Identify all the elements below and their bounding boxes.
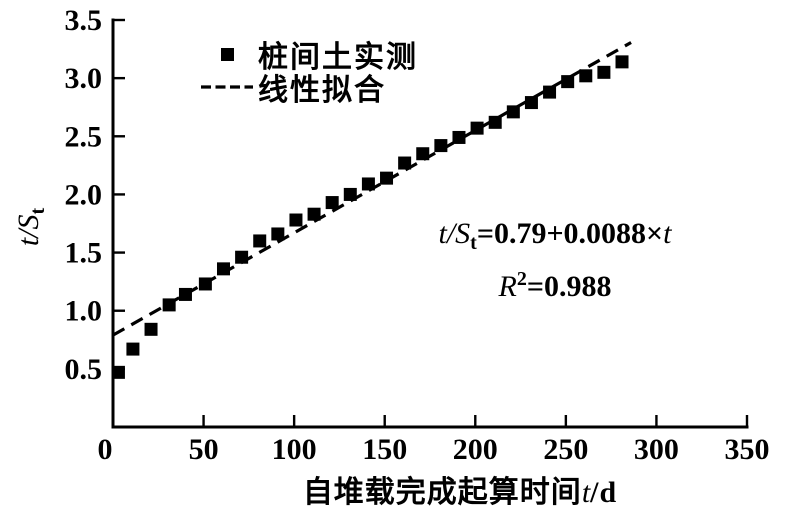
y-tick-label: 1.5 — [65, 237, 103, 270]
data-point — [452, 130, 466, 144]
y-tick-label: 3.5 — [65, 4, 103, 37]
r-exponent: 2 — [516, 268, 527, 290]
equation-subscript: t — [470, 232, 477, 254]
x-axis-title-text: 自堆载完成起算时间 — [302, 476, 582, 509]
data-point — [506, 105, 520, 119]
data-point — [434, 139, 448, 153]
data-point — [111, 365, 125, 379]
y-tick-label: 2.0 — [65, 178, 103, 211]
y-tick-label: 2.5 — [65, 120, 103, 153]
fit-annotation: t/St=0.79+0.0088×t R2=0.988 — [405, 216, 705, 305]
data-point — [198, 277, 212, 291]
data-point — [579, 69, 593, 83]
y-axis-title-subscript: t — [27, 207, 49, 215]
legend-item-measured: 桩间土实测 — [200, 37, 418, 74]
legend-square-marker — [200, 46, 254, 62]
data-point — [144, 322, 158, 336]
r-value: =0.988 — [526, 270, 612, 303]
x-axis-title: 自堆载完成起算时间t/d — [303, 467, 617, 510]
data-point — [470, 121, 484, 135]
y-tick-label: 3.0 — [65, 62, 103, 95]
equation-variable: t — [663, 217, 672, 250]
legend-item-label: 桩间土实测 — [258, 40, 418, 74]
equation-lhs: t/S — [438, 217, 471, 250]
data-point — [488, 115, 502, 129]
x-tick-label: 300 — [634, 433, 679, 466]
x-axis-title-variable: t — [581, 476, 591, 509]
x-axis-title-unit: /d — [590, 476, 618, 509]
data-point — [543, 85, 557, 99]
data-point — [178, 287, 192, 301]
legend-item-label: 线性拟合 — [258, 73, 386, 107]
x-tick-label: 150 — [362, 433, 407, 466]
x-tick-label: 100 — [272, 433, 317, 466]
data-point — [416, 147, 430, 161]
data-point — [289, 213, 303, 227]
data-point — [380, 171, 394, 185]
data-point — [561, 75, 575, 89]
data-point — [216, 262, 230, 276]
data-point — [343, 187, 357, 201]
y-axis-title: t/St — [12, 208, 50, 246]
equation-coefficients: =0.79+0.0088× — [476, 217, 664, 250]
data-point — [271, 227, 285, 241]
data-point — [325, 196, 339, 210]
data-point — [615, 55, 629, 69]
x-tick-label: 350 — [725, 433, 770, 466]
data-point — [307, 207, 321, 221]
y-tick-label: 0.5 — [65, 353, 103, 386]
data-point — [361, 177, 375, 191]
x-tick-label: 50 — [189, 433, 219, 466]
y-tick-label: 1.0 — [65, 295, 103, 328]
legend-dashed-line — [200, 79, 254, 95]
x-tick-label: 0 — [98, 433, 113, 466]
data-point — [126, 342, 140, 356]
x-tick-label: 200 — [453, 433, 498, 466]
data-point — [253, 234, 267, 248]
r-symbol: R — [498, 270, 517, 303]
data-point — [235, 250, 249, 264]
data-point — [524, 96, 538, 110]
x-tick-label: 250 — [543, 433, 588, 466]
y-axis-title-variable: t/S — [12, 214, 45, 247]
fit-r-squared: R2=0.988 — [405, 261, 705, 305]
data-point — [162, 298, 176, 312]
data-point — [597, 65, 611, 79]
data-point — [398, 156, 412, 170]
legend-item-fit: 线性拟合 — [200, 70, 418, 107]
fit-equation: t/St=0.79+0.0088×t — [405, 216, 705, 261]
legend: 桩间土实测 线性拟合 — [200, 37, 418, 107]
